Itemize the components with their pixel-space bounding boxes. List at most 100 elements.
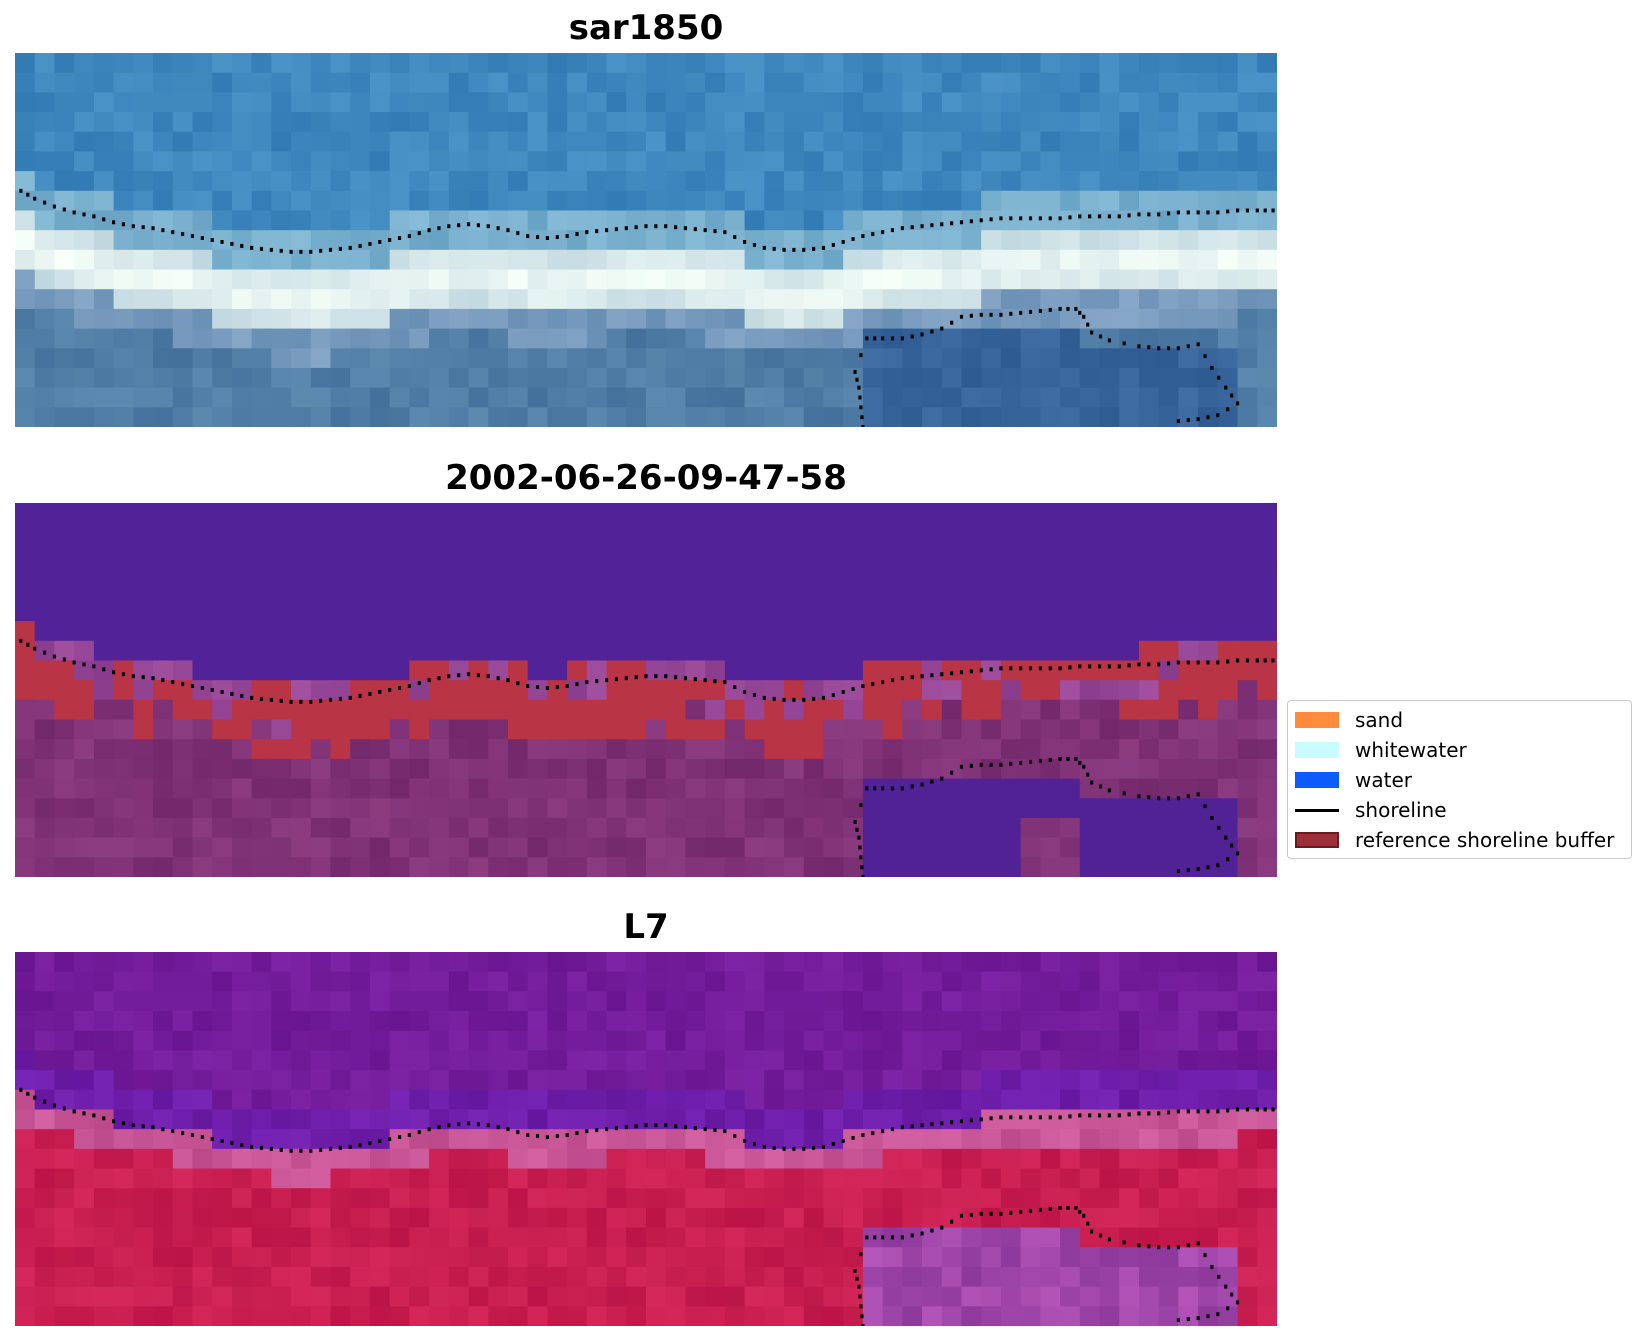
pixel-cell	[567, 328, 588, 349]
pixel-cell	[764, 971, 785, 992]
pixel-cell	[113, 1129, 134, 1150]
pixel-cell	[705, 1168, 726, 1189]
pixel-cell	[1020, 581, 1041, 602]
pixel-cell	[784, 1286, 805, 1307]
pixel-cell	[310, 739, 331, 760]
shoreline-point	[447, 224, 451, 229]
pixel-cell	[330, 1070, 351, 1091]
pixel-cell	[1040, 1266, 1061, 1288]
pixel-cell	[527, 131, 548, 152]
pixel-cell	[231, 778, 253, 799]
pixel-cell	[862, 1129, 884, 1150]
pixel-cell	[1217, 1286, 1238, 1307]
pixel-cell	[172, 112, 193, 133]
shoreline-point	[279, 248, 283, 253]
pixel-cell	[1138, 817, 1160, 839]
pixel-cell	[409, 621, 430, 642]
pixel-cell	[74, 857, 95, 877]
pixel-cell	[547, 230, 568, 251]
pixel-cell	[310, 1030, 331, 1051]
pixel-cell	[15, 1148, 36, 1169]
pixel-cell	[724, 407, 745, 427]
pixel-cell	[586, 1286, 607, 1307]
pixel-cell	[1040, 1148, 1061, 1169]
pixel-cell	[1257, 581, 1277, 602]
pixel-cell	[369, 1030, 391, 1051]
pixel-cell	[212, 112, 233, 133]
pixel-cell	[646, 190, 667, 211]
pixel-cell	[468, 1227, 489, 1248]
shoreline-point	[151, 676, 155, 681]
pixel-cell	[803, 387, 824, 408]
pixel-cell	[843, 289, 864, 310]
pixel-cell	[507, 1050, 529, 1071]
pixel-cell	[172, 328, 193, 349]
shoreline-point	[1058, 756, 1062, 761]
pixel-cell	[231, 857, 253, 877]
pixel-cell	[192, 249, 213, 270]
pixel-cell	[74, 660, 95, 681]
pixel-cell	[231, 269, 253, 290]
pixel-cell	[862, 328, 884, 349]
pixel-cell	[350, 621, 371, 642]
pixel-cell	[1257, 857, 1277, 877]
pixel-cell	[113, 581, 134, 602]
pixel-cell	[488, 1188, 509, 1209]
pixel-cell	[862, 1011, 884, 1032]
pixel-cell	[488, 151, 509, 172]
pixel-cell	[646, 562, 667, 583]
pixel-cell	[34, 53, 55, 74]
pixel-cell	[784, 991, 805, 1012]
pixel-cell	[507, 699, 529, 720]
pixel-cell	[862, 1089, 884, 1110]
pixel-cell	[744, 857, 765, 877]
pixel-cell	[488, 1129, 509, 1150]
pixel-cell	[1040, 621, 1061, 642]
pixel-cell	[310, 72, 331, 93]
pixel-cell	[251, 1168, 272, 1189]
pixel-cell	[843, 699, 864, 720]
pixel-cell	[922, 640, 943, 661]
pixel-cell	[192, 289, 213, 310]
shoreline-point	[1186, 1243, 1190, 1248]
pixel-cell	[882, 1148, 903, 1169]
pixel-cell	[843, 269, 864, 290]
pixel-cell	[646, 680, 667, 701]
pixel-cell	[15, 991, 36, 1012]
pixel-cell	[646, 1306, 667, 1326]
pixel-cell	[764, 542, 785, 563]
pixel-cell	[685, 1050, 706, 1071]
pixel-cell	[212, 581, 233, 602]
pixel-cell	[646, 952, 667, 973]
pixel-cell	[1138, 1109, 1160, 1130]
pixel-cell	[626, 562, 647, 583]
pixel-cell	[705, 1207, 726, 1228]
pixel-cell	[902, 151, 923, 172]
pixel-cell	[567, 92, 588, 113]
pixel-cell	[350, 171, 371, 192]
pixel-cell	[1119, 1227, 1140, 1248]
shoreline-point	[1224, 385, 1228, 390]
pixel-cell	[251, 249, 272, 270]
pixel-cell	[1217, 92, 1238, 113]
pixel-cell	[843, 1148, 864, 1169]
pixel-cell	[350, 1148, 371, 1169]
pixel-cell	[1178, 971, 1199, 992]
pixel-cell	[1198, 53, 1219, 74]
pixel-cell	[448, 112, 469, 133]
pixel-cell	[1138, 503, 1160, 524]
shoreline-point	[457, 673, 461, 678]
pixel-cell	[981, 1168, 1002, 1189]
shoreline-point	[859, 803, 863, 808]
shoreline-point	[969, 313, 973, 318]
pixel-cell	[764, 269, 785, 290]
pixel-cell	[527, 621, 548, 642]
pixel-cell	[902, 1207, 923, 1228]
pixel-cell	[1158, 581, 1179, 602]
pixel-cell	[330, 739, 351, 760]
pixel-cell	[1158, 1227, 1179, 1248]
pixel-cell	[784, 857, 805, 877]
pixel-cell	[291, 581, 312, 602]
pixel-cell	[724, 1089, 745, 1110]
pixel-cell	[488, 1089, 509, 1110]
